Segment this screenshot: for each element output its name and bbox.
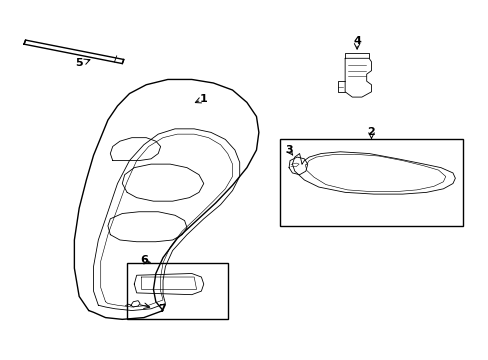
Text: 7: 7: [158, 305, 165, 315]
Bar: [280, 139, 462, 226]
Bar: [127, 263, 227, 319]
Text: 2: 2: [367, 127, 375, 138]
Text: 5: 5: [75, 58, 83, 68]
Text: 4: 4: [352, 36, 360, 46]
Text: 6: 6: [140, 256, 147, 265]
Text: 1: 1: [200, 94, 207, 104]
Text: 3: 3: [285, 145, 292, 155]
